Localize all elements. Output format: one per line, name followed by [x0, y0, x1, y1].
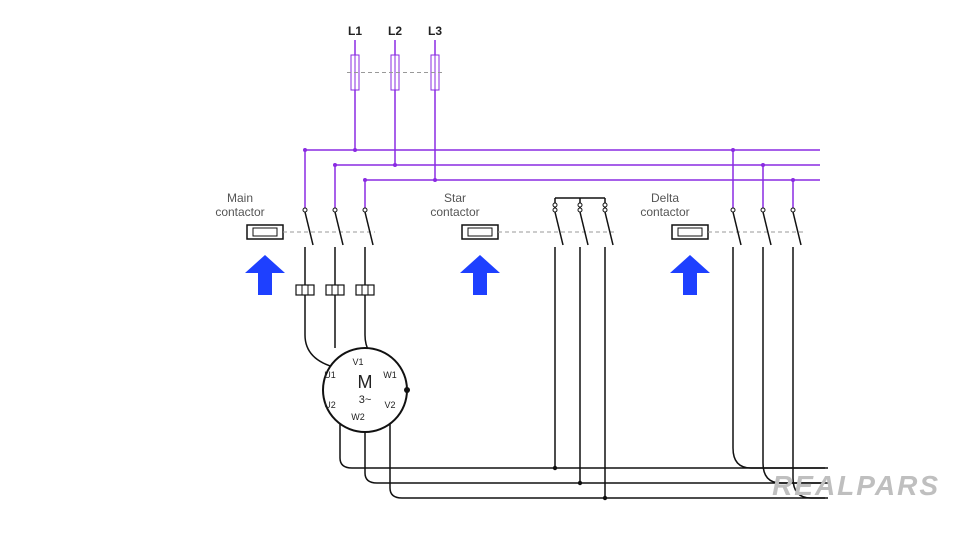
- svg-text:L3: L3: [428, 24, 442, 38]
- svg-text:Main: Main: [227, 191, 253, 205]
- arrows: [245, 255, 710, 295]
- supply-bus: [303, 148, 820, 210]
- svg-text:V1: V1: [352, 357, 363, 367]
- svg-text:L1: L1: [348, 24, 362, 38]
- svg-text:U1: U1: [324, 370, 336, 380]
- supply-lines: L1 L2 L3: [347, 24, 443, 180]
- motor: M 3~ U1 V1 W1 U2 V2 W2: [323, 348, 410, 432]
- svg-text:contactor: contactor: [430, 205, 479, 219]
- svg-text:Star: Star: [444, 191, 466, 205]
- main-contactor: Maincontactor: [215, 191, 375, 255]
- svg-text:contactor: contactor: [640, 205, 689, 219]
- svg-text:W1: W1: [383, 370, 397, 380]
- star-contactor: Starcontactor: [430, 191, 615, 255]
- delta-to-bus: [733, 255, 828, 498]
- svg-text:W2: W2: [351, 412, 365, 422]
- svg-text:L2: L2: [388, 24, 402, 38]
- svg-text:U2: U2: [324, 400, 336, 410]
- svg-text:3~: 3~: [359, 394, 372, 406]
- lower-bus: [340, 424, 825, 498]
- svg-text:contactor: contactor: [215, 205, 264, 219]
- contactors: MaincontactorStarcontactorDeltacontactor: [215, 191, 803, 255]
- svg-text:M: M: [358, 372, 373, 392]
- delta-contactor: Deltacontactor: [640, 191, 803, 255]
- star-to-bus: [553, 255, 607, 500]
- svg-text:Delta: Delta: [651, 191, 679, 205]
- svg-text:V2: V2: [384, 400, 395, 410]
- brand-logo: REALPARS: [772, 470, 940, 501]
